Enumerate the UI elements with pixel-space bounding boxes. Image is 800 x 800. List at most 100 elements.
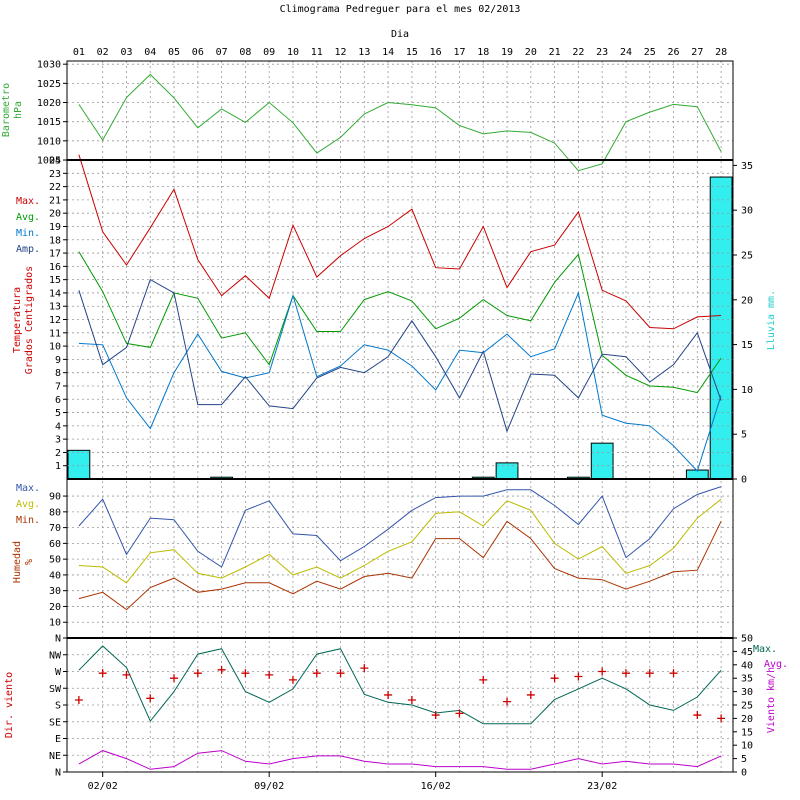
day-label-26: 26 (668, 47, 680, 58)
temp-ylabel-0: Temperatura (12, 287, 23, 353)
rain-ytick-35: 35 (741, 161, 753, 172)
rain-ytick-20: 20 (741, 295, 753, 306)
rain-bar-01 (67, 449, 91, 480)
temp-ytick-18: 18 (49, 235, 61, 246)
rain-bar-19 (495, 462, 519, 480)
day-labels: 01 02 03 04 05 06 07 08 09 10 11 12 13 14 15 16 17 18 19 20… (73, 47, 727, 58)
wind-dir-mark-10 (288, 675, 297, 684)
wind-dir-mark-17 (455, 709, 464, 718)
temp-legend-1: Avg. (16, 212, 40, 223)
temp-ytick-12: 12 (49, 315, 61, 326)
wind-dir-mark-03 (122, 670, 131, 679)
wind-dir-mark-15 (407, 695, 416, 704)
baro-ytick-1015: 1015 (37, 117, 61, 128)
day-label-16: 16 (430, 47, 442, 58)
temp-ytick-20: 20 (49, 209, 61, 220)
baro-ylabel-1: hPa (13, 101, 24, 119)
temp-legend-2: Min. (16, 228, 40, 239)
hum-legend-1: Avg. (16, 499, 40, 510)
wind-ytick-1: NE (49, 751, 61, 762)
wind-dir-mark-13 (360, 664, 369, 673)
speed-ytick-35: 35 (741, 674, 753, 685)
rain-ytick-0: 0 (741, 475, 747, 486)
day-label-10: 10 (287, 47, 299, 58)
wind-dir-mark-16 (431, 711, 440, 720)
day-label-27: 27 (691, 47, 703, 58)
bottom-date-1: 09/02 (254, 781, 284, 792)
day-label-03: 03 (120, 47, 132, 58)
day-label-24: 24 (620, 47, 632, 58)
temp-ytick-4: 4 (55, 421, 61, 432)
wind-dir-mark-08 (241, 669, 250, 678)
hum-ytick-20: 20 (49, 602, 61, 613)
day-label-08: 08 (239, 47, 251, 58)
day-label-25: 25 (644, 47, 656, 58)
temp-ytick-2: 2 (55, 448, 61, 459)
rain-bar-23 (590, 442, 614, 480)
wind-dir-mark-19 (503, 697, 512, 706)
speed-ytick-10: 10 (741, 741, 753, 752)
wind-dir-mark-07 (217, 665, 226, 674)
wind-ylabel: Dir. viento (4, 672, 15, 738)
hum-line-max (78, 486, 722, 568)
baro-ytick-1020: 1020 (37, 98, 61, 109)
wind-dir-mark-02 (98, 669, 107, 678)
wind-ytick-6: W (55, 667, 62, 678)
temp-ytick-16: 16 (49, 262, 61, 273)
hum-ytick-90: 90 (49, 492, 61, 503)
day-label-12: 12 (335, 47, 347, 58)
temp-ytick-7: 7 (55, 381, 61, 392)
baro-ytick-1025: 1025 (37, 79, 61, 90)
hum-ylabel-0: Humedad (12, 541, 23, 583)
day-label-28: 28 (715, 47, 727, 58)
top-axis-label: Dia (391, 29, 409, 40)
hum-ytick-60: 60 (49, 539, 61, 550)
wind-dir-mark-11 (312, 669, 321, 678)
day-label-21: 21 (549, 47, 561, 58)
wind-ytick-5: SW (49, 684, 62, 695)
frame (66, 60, 734, 773)
baro-line (78, 73, 722, 172)
temp-ytick-23: 23 (49, 169, 61, 180)
speed-ytick-0: 0 (741, 768, 747, 779)
baro-ylabel-0: Barometro (1, 83, 12, 137)
wind-dir-mark-22 (574, 672, 583, 681)
temp-ytick-9: 9 (55, 355, 61, 366)
day-label-23: 23 (596, 47, 608, 58)
panel-viento: N NE E SE S SW W NW N 0 5 10 15 20 25 30 35 40 45 50 Dir. vi… (4, 634, 788, 779)
wind-dir-mark-27 (693, 711, 702, 720)
wind-legend-avg: Avg. (764, 659, 788, 670)
hum-ytick-10: 10 (49, 618, 61, 629)
wind-dir-mark-09 (265, 670, 274, 679)
gridlines (102, 61, 722, 772)
day-label-04: 04 (144, 47, 156, 58)
temp-line-amp (78, 278, 722, 433)
day-label-15: 15 (406, 47, 418, 58)
temp-ytick-1: 1 (55, 461, 61, 472)
speed-ytick-25: 25 (741, 701, 753, 712)
wind-dir-mark-26 (669, 669, 678, 678)
temp-ytick-10: 10 (49, 342, 61, 353)
temp-ytick-8: 8 (55, 368, 61, 379)
temp-line-max (78, 154, 722, 330)
hum-ytick-80: 80 (49, 507, 61, 518)
day-label-05: 05 (168, 47, 180, 58)
day-label-22: 22 (572, 47, 584, 58)
wind-ytick-0: N (55, 768, 61, 779)
temp-ytick-5: 5 (55, 408, 61, 419)
day-label-07: 07 (216, 47, 228, 58)
rain-ytick-10: 10 (741, 385, 753, 396)
rain-ytick-25: 25 (741, 251, 753, 262)
hum-ytick-30: 30 (49, 586, 61, 597)
temp-ytick-6: 6 (55, 395, 61, 406)
panel-temperatura: 1234567891011121314151617181920212223240… (12, 154, 777, 486)
hum-line-min (78, 520, 722, 611)
temp-ytick-22: 22 (49, 182, 61, 193)
wind-dir-mark-14 (384, 690, 393, 699)
wind-dir-mark-25 (645, 669, 654, 678)
wind-dir-mark-23 (598, 667, 607, 676)
day-label-01: 01 (73, 47, 85, 58)
wind-dir-mark-12 (336, 669, 345, 678)
